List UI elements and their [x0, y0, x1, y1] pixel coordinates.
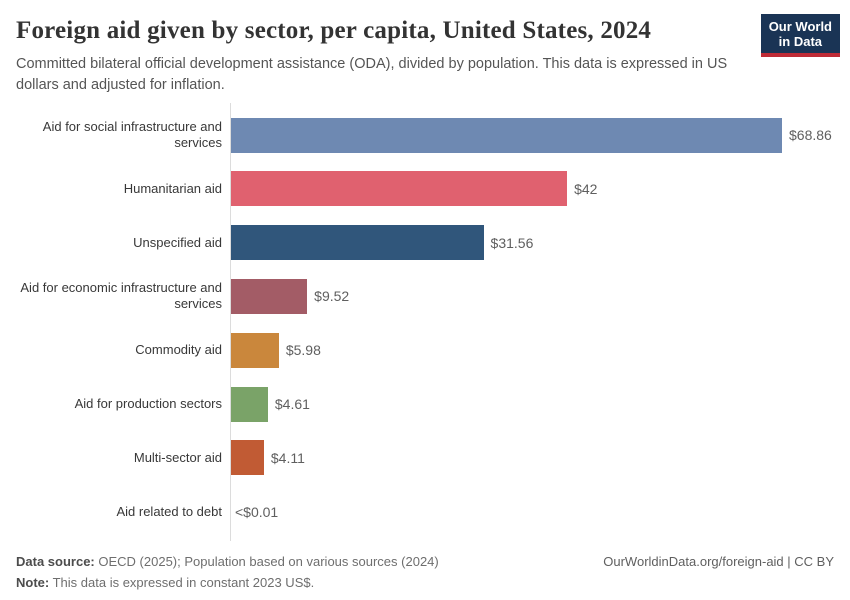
chart-row: Aid related to debt <$0.01	[16, 485, 834, 539]
credit-link[interactable]: OurWorldinData.org/foreign-aid | CC BY	[603, 553, 834, 569]
bar[interactable]	[231, 225, 484, 261]
bar-zone: $42	[230, 162, 834, 216]
page-title: Foreign aid given by sector, per capita,…	[16, 17, 652, 44]
value-label: $5.98	[285, 342, 321, 359]
value-label: <$0.01	[235, 503, 279, 520]
bar-zone: $4.11	[230, 431, 834, 485]
data-source-line: Data source: OECD (2025); Population bas…	[16, 551, 439, 572]
category-label: Aid for production sectors	[74, 395, 222, 411]
chart-row: Aid for social infrastructure and servic…	[16, 108, 834, 162]
chart-row: Humanitarian aid $42	[16, 162, 834, 216]
bar[interactable]	[231, 278, 308, 314]
chart-rows: Aid for social infrastructure and servic…	[16, 108, 834, 538]
chart-row: Multi-sector aid $4.11	[16, 431, 834, 485]
bar[interactable]	[231, 386, 268, 422]
value-label: $31.56	[490, 234, 534, 251]
value-label: $68.86	[789, 127, 832, 144]
bar-zone: $9.52	[230, 270, 834, 324]
chart-row: Commodity aid $5.98	[16, 323, 834, 377]
chart-header: Foreign aid given by sector, per capita,…	[16, 14, 840, 95]
category-label: Aid for economic infrastructure and serv…	[20, 280, 222, 312]
bar-zone: $31.56	[230, 216, 834, 270]
chart-row: Aid for production sectors $4.61	[16, 377, 834, 431]
chart-row: Aid for economic infrastructure and serv…	[16, 270, 834, 324]
note-line: Note: This data is expressed in constant…	[16, 572, 439, 593]
data-source-text: OECD (2025); Population based on various…	[98, 553, 439, 569]
bar-chart: Aid for social infrastructure and servic…	[16, 103, 834, 542]
footer-notes: Data source: OECD (2025); Population bas…	[16, 551, 439, 594]
category-label: Multi-sector aid	[133, 449, 222, 465]
category-label: Humanitarian aid	[123, 180, 222, 196]
category-label: Aid related to debt	[116, 503, 222, 519]
category-label: Commodity aid	[135, 342, 222, 358]
chart-subtitle: Committed bilateral official development…	[16, 56, 728, 93]
value-label: $42	[574, 180, 598, 197]
bar[interactable]	[231, 171, 568, 207]
y-axis-line	[230, 103, 231, 542]
bar-zone: $4.61	[230, 377, 834, 431]
owid-logo: Our World in Data	[760, 14, 840, 57]
bar[interactable]	[231, 117, 782, 153]
bar[interactable]	[231, 440, 264, 476]
value-label: $4.61	[274, 396, 310, 413]
owid-logo-line1: Our World	[768, 19, 832, 34]
value-label: $9.52	[314, 288, 350, 305]
bar-zone: <$0.01	[230, 485, 834, 539]
bar[interactable]	[231, 332, 279, 368]
chart-row: Unspecified aid $31.56	[16, 216, 834, 270]
category-label: Aid for social infrastructure and servic…	[42, 118, 222, 151]
note-text: This data is expressed in constant 2023 …	[52, 574, 315, 590]
bar-zone: $68.86	[230, 108, 834, 162]
value-label: $4.11	[270, 449, 305, 466]
note-label: Note:	[16, 574, 50, 590]
chart-footer: Data source: OECD (2025); Population bas…	[16, 551, 834, 594]
category-label: Unspecified aid	[133, 234, 222, 250]
bar-zone: $5.98	[230, 323, 834, 377]
owid-logo-line2: in Data	[778, 34, 823, 49]
data-source-label: Data source:	[16, 553, 95, 569]
